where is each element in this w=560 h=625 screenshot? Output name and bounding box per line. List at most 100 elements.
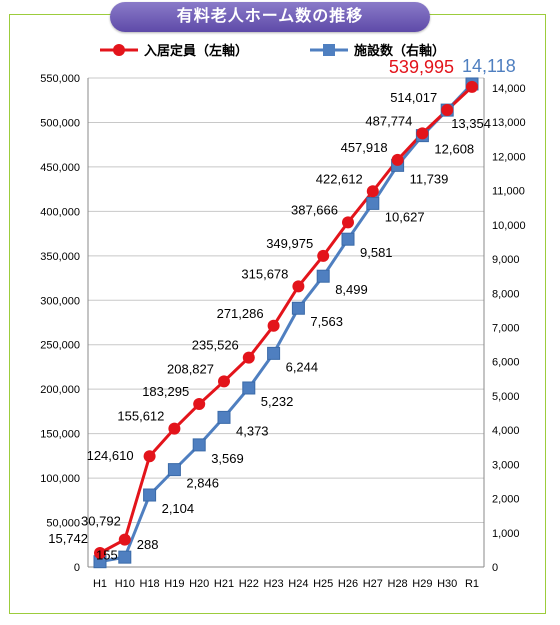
y-right-tick-label: 8,000	[492, 288, 520, 300]
facilities-marker	[291, 301, 305, 315]
capacity-marker	[94, 547, 106, 560]
y-right-tick-label: 5,000	[492, 391, 520, 403]
facilities-marker	[118, 550, 132, 564]
capacity-data-label: 422,612	[316, 171, 363, 186]
facilities-data-label: 3,569	[211, 451, 244, 466]
y-right-tick-label: 13,000	[492, 117, 526, 129]
y-right-tick-label: 0	[492, 562, 498, 574]
y-left-tick-label: 550,000	[40, 73, 80, 85]
y-right-tick-label: 2,000	[492, 494, 520, 506]
x-tick-label: H21	[214, 578, 234, 590]
y-left-tick-label: 450,000	[40, 162, 80, 174]
capacity-marker	[193, 398, 206, 411]
capacity-marker	[391, 153, 404, 166]
facilities-data-label: 6,244	[286, 359, 319, 374]
capacity-data-label: 155,612	[117, 409, 164, 424]
x-tick-label: H1	[93, 578, 107, 590]
capacity-marker	[366, 185, 379, 198]
legend-marker-facilities	[323, 44, 335, 56]
legend-marker-capacity	[113, 44, 125, 56]
capacity-marker	[416, 127, 429, 140]
capacity-marker	[466, 80, 478, 93]
facilities-data-label: 288	[137, 537, 159, 552]
y-left-tick-label: 250,000	[40, 340, 80, 352]
capacity-data-label: 271,286	[217, 306, 264, 321]
facilities-marker	[217, 410, 231, 424]
facilities-data-label: 2,104	[162, 501, 195, 516]
capacity-marker	[342, 216, 354, 229]
capacity-marker	[292, 280, 305, 293]
y-left-tick-label: 350,000	[40, 251, 80, 263]
capacity-data-label: 487,774	[365, 113, 412, 128]
y-left-tick-label: 500,000	[40, 117, 80, 129]
capacity-marker	[218, 375, 230, 388]
facilities-data-label: 13,354	[451, 116, 491, 131]
y-left-tick-label: 400,000	[40, 206, 80, 218]
capacity-data-label: 387,666	[291, 202, 338, 217]
series-line-capacity	[99, 85, 474, 555]
x-tick-label: H20	[189, 578, 209, 590]
x-tick-label: H19	[164, 578, 184, 590]
facilities-marker	[167, 463, 181, 477]
capacity-data-label: 539,995	[389, 57, 454, 77]
capacity-data-label: 235,526	[192, 338, 239, 353]
capacity-data-label: 349,975	[266, 236, 313, 251]
y-right-tick-label: 1,000	[492, 528, 520, 540]
facilities-marker	[192, 438, 206, 452]
x-tick-label: H23	[264, 578, 284, 590]
facilities-data-label: 5,232	[261, 394, 294, 409]
facilities-data-label: 12,608	[434, 142, 474, 157]
x-tick-label: R1	[465, 578, 479, 590]
y-left-tick-label: 200,000	[40, 384, 80, 396]
x-tick-label: H26	[338, 578, 358, 590]
x-tick-label: H27	[363, 578, 383, 590]
chart-frame	[9, 14, 546, 614]
x-tick-label: H30	[437, 578, 457, 590]
facilities-data-label: 155	[96, 548, 118, 563]
y-right-tick-label: 9,000	[492, 254, 520, 266]
y-right-tick-label: 6,000	[492, 357, 520, 369]
x-tick-label: H29	[412, 578, 432, 590]
facilities-marker	[242, 381, 256, 395]
capacity-data-label: 183,295	[142, 384, 189, 399]
y-left-tick-label: 100,000	[40, 473, 80, 485]
y-left-tick-label: 150,000	[40, 429, 80, 441]
y-right-tick-label: 3,000	[492, 459, 520, 471]
y-right-tick-label: 7,000	[492, 323, 520, 335]
capacity-marker	[441, 103, 454, 116]
x-tick-label: H28	[388, 578, 408, 590]
facilities-marker	[267, 346, 281, 360]
facilities-data-label: 8,499	[335, 282, 368, 297]
facilities-data-label: 10,627	[385, 209, 425, 224]
x-tick-label: H10	[115, 578, 135, 590]
capacity-marker	[317, 249, 330, 262]
capacity-data-label: 514,017	[390, 90, 437, 105]
capacity-marker	[168, 422, 181, 435]
y-right-tick-label: 4,000	[492, 425, 520, 437]
legend-label-capacity: 入居定員（左軸）	[144, 43, 248, 58]
capacity-data-label: 30,792	[81, 514, 121, 529]
facilities-marker	[341, 232, 355, 246]
facilities-data-label: 11,739	[410, 171, 449, 186]
y-left-tick-label: 0	[74, 562, 80, 574]
x-tick-label: H24	[288, 578, 308, 590]
capacity-data-label: 208,827	[167, 361, 214, 376]
y-right-tick-label: 10,000	[492, 220, 526, 232]
y-left-tick-label: 300,000	[40, 295, 80, 307]
x-tick-label: H18	[140, 578, 160, 590]
x-tick-label: H25	[313, 578, 333, 590]
chart-title: 有料老人ホーム数の推移	[110, 2, 430, 32]
y-right-tick-label: 11,000	[492, 186, 525, 198]
facilities-data-label: 14,118	[462, 56, 516, 76]
series-line-facilities	[99, 82, 474, 564]
facilities-data-label: 9,581	[360, 245, 393, 260]
y-right-tick-label: 12,000	[492, 151, 526, 163]
facilities-data-label: 7,563	[310, 314, 343, 329]
legend-label-facilities: 施設数（右軸）	[354, 43, 445, 58]
capacity-data-label: 457,918	[341, 140, 388, 155]
capacity-data-label: 315,678	[241, 266, 288, 281]
capacity-data-label: 124,610	[87, 448, 134, 463]
facilities-marker	[143, 488, 157, 502]
capacity-marker	[118, 533, 131, 546]
